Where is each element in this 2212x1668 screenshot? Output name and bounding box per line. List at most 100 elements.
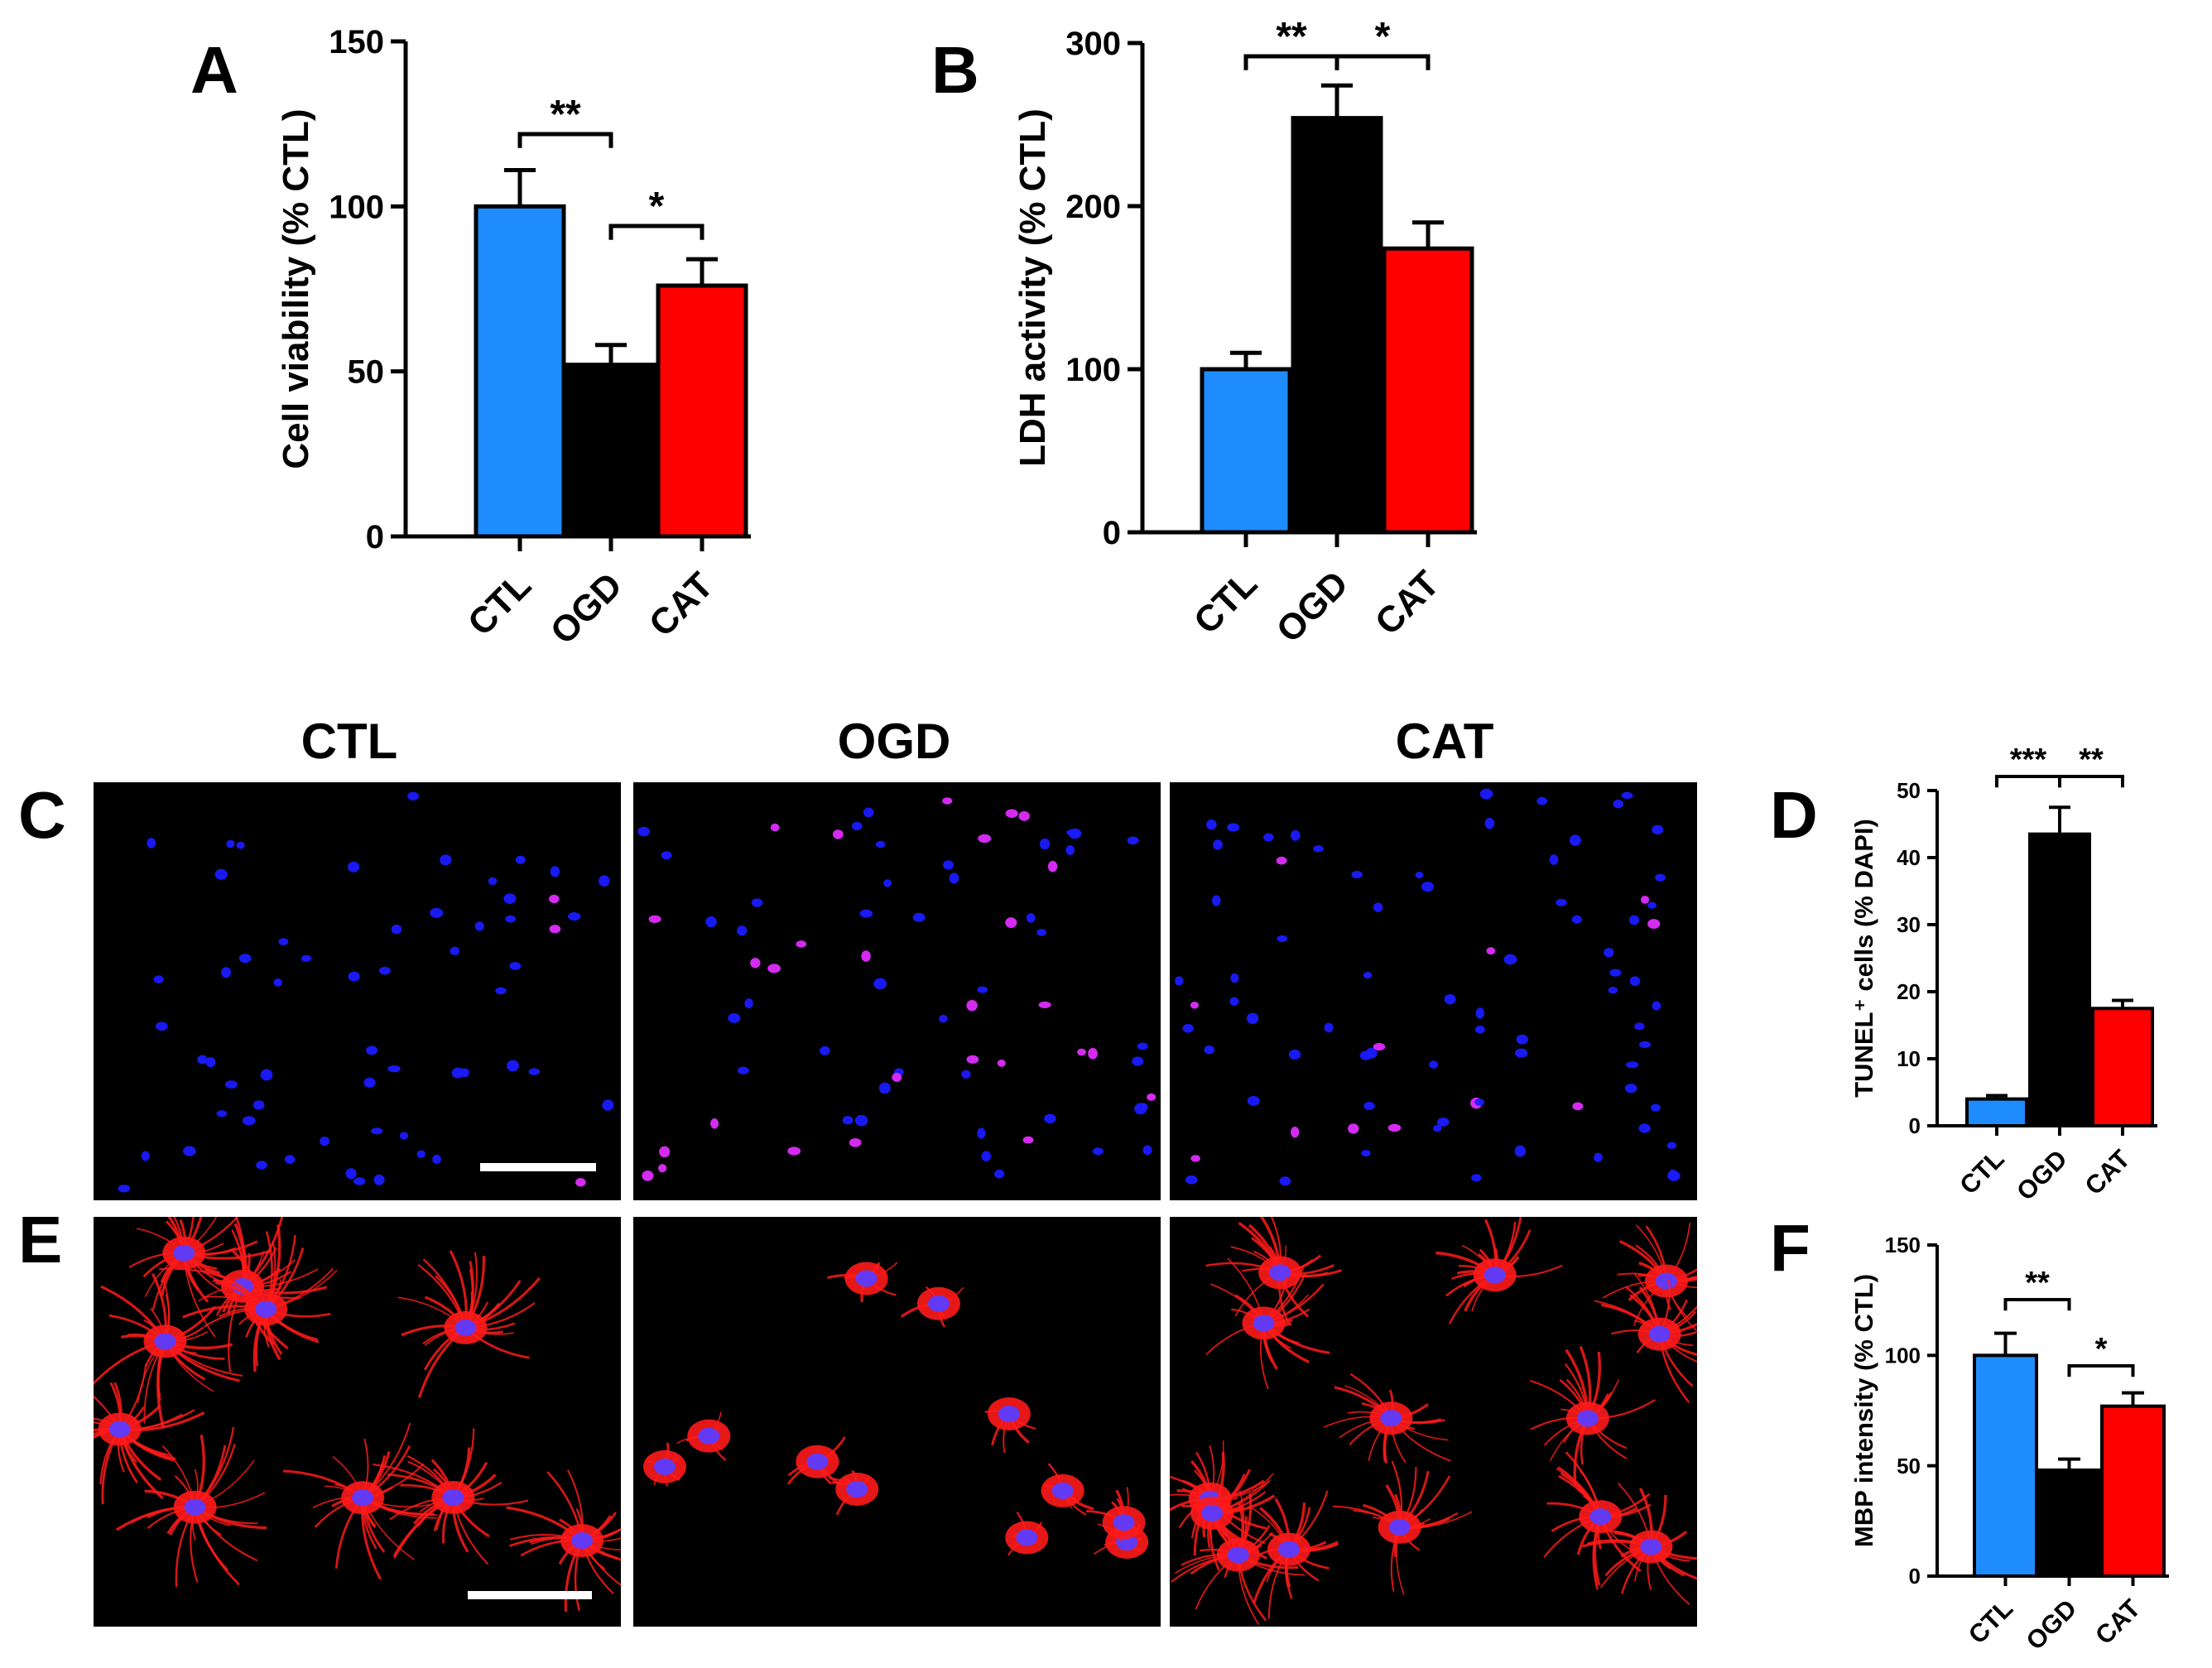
dapi-nucleus xyxy=(1652,824,1664,835)
dapi-nucleus xyxy=(1474,1025,1485,1034)
scale-bar-mbp xyxy=(468,1591,592,1599)
dapi-nucleus xyxy=(873,978,887,990)
mbp-cell-nucleus xyxy=(653,1458,676,1475)
tunel-positive-nucleus xyxy=(1047,860,1058,872)
dapi-nucleus xyxy=(1634,1022,1645,1031)
tunel-positive-nucleus xyxy=(1291,1126,1300,1138)
dapi-nucleus xyxy=(1137,1103,1148,1111)
dapi-nucleus xyxy=(430,907,444,918)
significance-bracket-B xyxy=(1334,54,1431,70)
dapi-nucleus xyxy=(301,954,312,962)
significance-bracket-F xyxy=(2067,1364,2135,1377)
dapi-nucleus xyxy=(851,821,863,831)
dapi-nucleus xyxy=(416,1150,426,1158)
mbp-cell-nucleus xyxy=(1277,1541,1300,1558)
tunel-positive-nucleus xyxy=(942,797,953,805)
dapi-nucleus xyxy=(353,1177,366,1185)
scale-bar-tunel xyxy=(480,1163,596,1171)
dapi-nucleus xyxy=(1175,976,1184,986)
dapi-nucleus xyxy=(1655,873,1666,882)
significance-label-F: ** xyxy=(2025,1266,2050,1300)
dapi-nucleus xyxy=(1277,935,1288,943)
dapi-nucleus xyxy=(977,1127,986,1139)
dapi-nucleus xyxy=(1065,844,1075,855)
dapi-nucleus xyxy=(1365,1047,1378,1059)
mbp-cell-nucleus xyxy=(1269,1264,1291,1281)
dapi-nucleus xyxy=(1650,1103,1661,1112)
dapi-nucleus xyxy=(1288,1049,1301,1060)
dapi-nucleus xyxy=(1571,915,1583,924)
dapi-nucleus xyxy=(859,909,873,918)
mbp-cell-nucleus xyxy=(855,1270,878,1287)
dapi-nucleus xyxy=(1594,1152,1603,1162)
y-axis-label-D: TUNEL⁺ cells (% DAPI) xyxy=(1849,819,1878,1098)
bar-B-ogd xyxy=(1291,116,1383,535)
dapi-nucleus xyxy=(949,872,959,884)
tunel-positive-nucleus xyxy=(1647,919,1661,929)
bar-D-ctl xyxy=(1965,1097,2028,1127)
y-tick-label-D: 0 xyxy=(1909,1113,1921,1138)
dapi-nucleus xyxy=(252,1100,265,1110)
dapi-nucleus xyxy=(1229,997,1239,1006)
mbp-cell-nucleus xyxy=(255,1300,277,1318)
dapi-nucleus xyxy=(1044,1113,1056,1124)
dapi-nucleus xyxy=(993,1169,1005,1179)
dapi-nucleus xyxy=(1363,1101,1375,1110)
dapi-nucleus xyxy=(1204,1046,1215,1055)
tunel-positive-nucleus xyxy=(1276,856,1287,865)
dapi-nucleus xyxy=(1514,1048,1528,1058)
tunel-positive-nucleus xyxy=(767,964,781,973)
tunel-positive-nucleus xyxy=(658,1164,667,1173)
dapi-nucleus xyxy=(599,875,610,887)
tunel-positive-nucleus xyxy=(861,950,871,962)
bar-A-cat xyxy=(656,283,748,539)
dapi-nucleus xyxy=(1647,901,1657,909)
dapi-nucleus xyxy=(1556,898,1567,906)
dapi-nucleus xyxy=(737,925,748,936)
dapi-nucleus xyxy=(1137,1042,1148,1050)
mbp-cells-ogd xyxy=(642,1262,1149,1560)
dapi-nucleus xyxy=(878,1082,891,1094)
tunel-positive-nucleus xyxy=(642,1170,654,1181)
dapi-nucleus xyxy=(1230,973,1239,983)
dapi-nucleus xyxy=(728,1013,741,1023)
column-title-ctl: CTL xyxy=(301,714,398,769)
mbp-cell-nucleus xyxy=(1227,1546,1249,1564)
dapi-nucleus xyxy=(153,975,164,983)
dapi-nucleus xyxy=(387,1065,401,1073)
dapi-nucleus xyxy=(505,915,517,923)
micrograph-grid xyxy=(94,782,1697,1627)
significance-label-F: * xyxy=(2095,1332,2108,1367)
tunel-positive-nucleus xyxy=(549,925,561,934)
dapi-nucleus xyxy=(1609,969,1622,977)
bar-F-cat xyxy=(2100,1404,2166,1578)
y-tick-label-B: 100 xyxy=(1065,352,1121,388)
y-tick-label-D: 20 xyxy=(1897,979,1921,1004)
dapi-nucleus xyxy=(1628,915,1640,925)
dapi-nucleus xyxy=(224,1080,238,1089)
mbp-cell-nucleus xyxy=(1648,1325,1671,1343)
dapi-nucleus xyxy=(278,938,289,945)
dapi-nucleus xyxy=(1668,1169,1677,1180)
dapi-nucleus xyxy=(744,998,753,1009)
micrograph-tunel-cat xyxy=(1170,782,1697,1200)
mbp-cell-nucleus xyxy=(1655,1272,1677,1290)
significance-label-B: * xyxy=(1375,15,1391,59)
dapi-nucleus xyxy=(854,1114,868,1127)
micrograph-tunel-ctl xyxy=(94,782,621,1200)
y-axis-label-F: MBP intensity (% CTL) xyxy=(1849,1274,1878,1547)
column-title-ogd: OGD xyxy=(838,714,951,769)
dapi-nucleus xyxy=(981,1151,992,1162)
dapi-nucleus xyxy=(284,1155,296,1164)
significance-label-D: ** xyxy=(2079,743,2104,777)
y-tick-label-A: 150 xyxy=(329,24,384,60)
tunel-positive-nucleus xyxy=(549,894,560,904)
micrograph-tunel-ogd xyxy=(633,782,1161,1200)
dapi-nucleus xyxy=(488,877,498,886)
tunel-positive-nucleus xyxy=(1640,895,1650,904)
dapi-nucleus xyxy=(242,1116,256,1126)
dapi-nucleus xyxy=(1514,1145,1527,1157)
dapi-nucleus xyxy=(550,866,560,877)
dapi-nucleus xyxy=(1246,1012,1259,1025)
